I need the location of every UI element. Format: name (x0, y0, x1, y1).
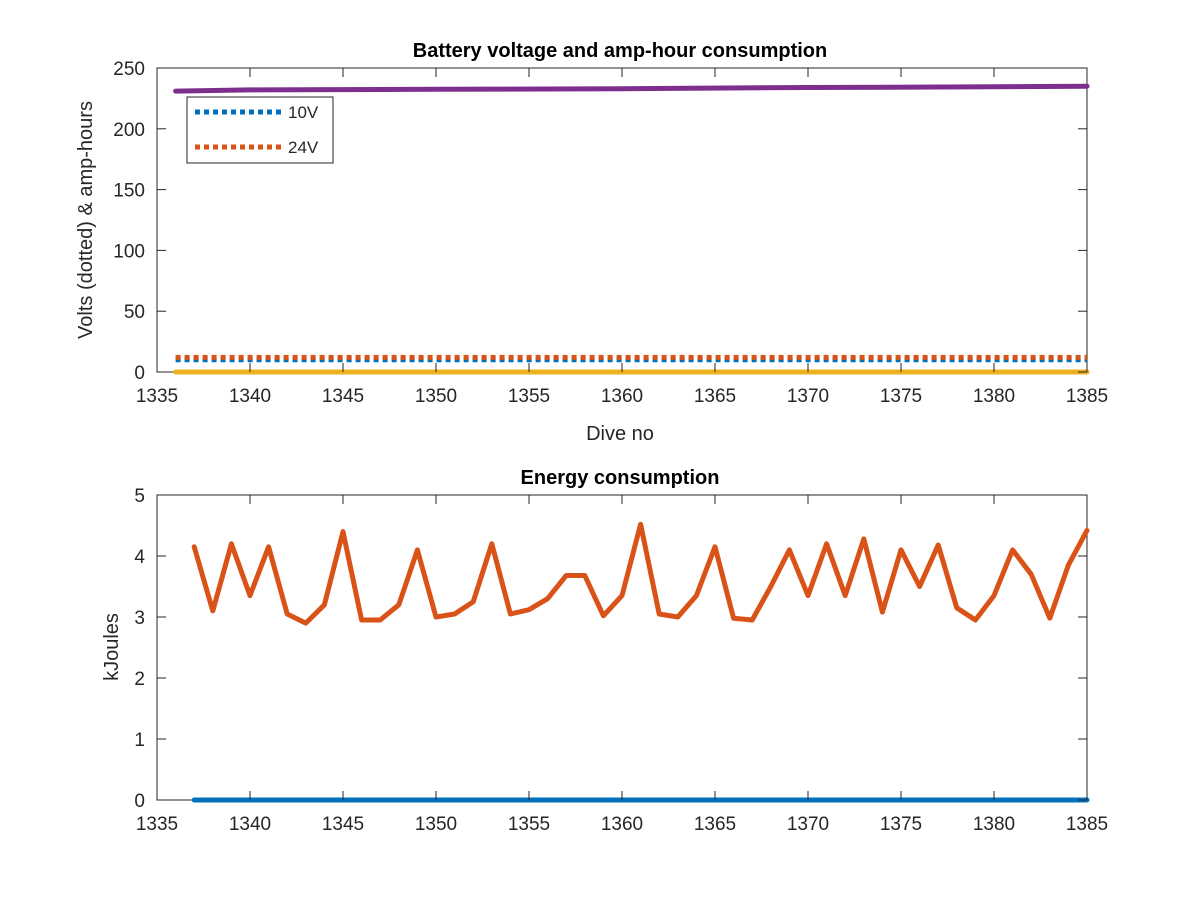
energy-x-tick-label: 1385 (1066, 814, 1108, 835)
energy-x-tick-label: 1365 (694, 814, 736, 835)
voltage-x-tick-label: 1350 (415, 386, 457, 407)
energy-y-tick-label: 1 (134, 730, 145, 751)
energy-x-tick-label: 1370 (787, 814, 829, 835)
voltage-x-tick-label: 1355 (508, 386, 550, 407)
voltage-series-group (173, 83, 1090, 375)
energy-y-axis-label: kJoules (101, 613, 123, 681)
energy-x-tick-label: 1350 (415, 814, 457, 835)
voltage-y-tick-label: 0 (134, 363, 145, 384)
legend-label-10v: 10V (288, 103, 319, 122)
voltage-x-tick-label: 1360 (601, 386, 643, 407)
legend-box (186, 96, 334, 164)
energy-x-tick-label: 1340 (229, 814, 271, 835)
energy-x-tick-label: 1335 (136, 814, 178, 835)
voltage-axes: Battery voltage and amp-hour consumption… (75, 40, 1108, 445)
voltage-y-tick-label: 50 (124, 302, 145, 323)
voltage-x-tick-label: 1365 (694, 386, 736, 407)
voltage-x-tick-label: 1335 (136, 386, 178, 407)
energy-y-tick-label: 2 (134, 669, 145, 690)
voltage-chart-title: Battery voltage and amp-hour consumption (413, 40, 827, 62)
legend-label-24v: 24V (288, 138, 319, 157)
voltage-y-axis-label: Volts (dotted) & amp-hours (75, 101, 97, 339)
voltage-y-tick-label: 250 (113, 59, 145, 80)
voltage-x-tick-label: 1340 (229, 386, 271, 407)
energy-axes: Energy consumption 1335 1340 1345 1350 1355 1… (101, 467, 1108, 835)
voltage-x-tick-label: 1385 (1066, 386, 1108, 407)
energy-ticks: 1335 1340 1345 1350 1355 1360 1365 1370 1375 1380… (134, 486, 1108, 835)
energy-x-tick-label: 1355 (508, 814, 550, 835)
voltage-x-tick-label: 1370 (787, 386, 829, 407)
energy-series-line-1 (191, 521, 1090, 626)
energy-x-tick-label: 1345 (322, 814, 364, 835)
voltage-y-tick-label: 100 (113, 241, 145, 262)
energy-y-tick-label: 5 (134, 486, 145, 507)
voltage-y-tick-label: 200 (113, 120, 145, 141)
voltage-x-tick-label: 1380 (973, 386, 1015, 407)
energy-plot-area (156, 494, 1088, 801)
energy-x-tick-label: 1380 (973, 814, 1015, 835)
energy-y-tick-label: 4 (134, 547, 145, 568)
voltage-series-line-3 (173, 83, 1090, 94)
voltage-x-axis-label: Dive no (586, 423, 654, 445)
voltage-y-tick-label: 150 (113, 181, 145, 202)
energy-y-tick-label: 3 (134, 608, 145, 629)
energy-chart-title: Energy consumption (521, 467, 720, 489)
voltage-x-tick-label: 1375 (880, 386, 922, 407)
energy-x-tick-label: 1375 (880, 814, 922, 835)
voltage-x-tick-label: 1345 (322, 386, 364, 407)
voltage-ticks: 1335 1340 1345 1350 1355 1360 1365 1370 1375 1380… (113, 59, 1108, 407)
energy-y-tick-label: 0 (134, 791, 145, 812)
energy-x-tick-label: 1360 (601, 814, 643, 835)
voltage-legend: 10V 24V (186, 96, 334, 164)
